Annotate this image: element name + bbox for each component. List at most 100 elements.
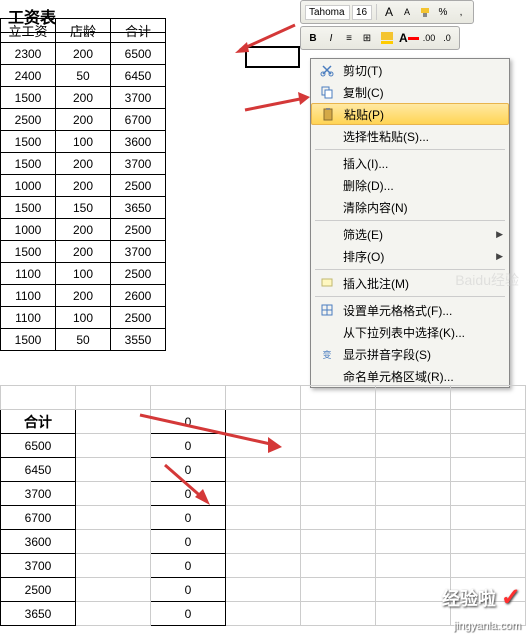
cell[interactable]: 200 bbox=[56, 153, 111, 175]
menu-clear[interactable]: 清除内容(N) bbox=[311, 196, 509, 218]
bold-icon[interactable]: B bbox=[305, 30, 321, 46]
comma-icon[interactable]: , bbox=[453, 4, 469, 20]
col-header-3: 合计 bbox=[111, 19, 166, 43]
result-cell[interactable]: 0 bbox=[151, 602, 226, 626]
menu-pinyin[interactable]: 变 显示拼音字段(S) bbox=[311, 343, 509, 365]
cell[interactable]: 3600 bbox=[111, 131, 166, 153]
italic-icon[interactable]: I bbox=[323, 30, 339, 46]
cell[interactable]: 200 bbox=[56, 219, 111, 241]
result-cell[interactable]: 6700 bbox=[1, 506, 76, 530]
blank-icon bbox=[317, 226, 337, 242]
result-cell[interactable]: 0 bbox=[151, 578, 226, 602]
blank-icon bbox=[317, 199, 337, 215]
cell[interactable]: 1500 bbox=[1, 329, 56, 351]
menu-separator bbox=[315, 149, 505, 150]
cell[interactable]: 2600 bbox=[111, 285, 166, 307]
cell[interactable]: 200 bbox=[56, 285, 111, 307]
cell[interactable]: 1500 bbox=[1, 241, 56, 263]
result-cell[interactable]: 2500 bbox=[1, 578, 76, 602]
cell[interactable]: 6700 bbox=[111, 109, 166, 131]
border-icon[interactable]: ⊞ bbox=[359, 30, 375, 46]
cell[interactable]: 2500 bbox=[111, 307, 166, 329]
result-cell[interactable]: 0 bbox=[151, 554, 226, 578]
percent-icon[interactable]: % bbox=[435, 4, 451, 20]
font-size-select[interactable]: 16 bbox=[352, 5, 372, 20]
cell[interactable]: 150 bbox=[56, 197, 111, 219]
blank-icon bbox=[317, 128, 337, 144]
result-cell[interactable]: 3650 bbox=[1, 602, 76, 626]
cell[interactable]: 50 bbox=[56, 329, 111, 351]
cell[interactable]: 100 bbox=[56, 307, 111, 329]
result-cell[interactable]: 0 bbox=[151, 530, 226, 554]
font-color-icon[interactable]: A bbox=[399, 30, 419, 46]
cell[interactable]: 2500 bbox=[111, 219, 166, 241]
align-icon[interactable]: ≡ bbox=[341, 30, 357, 46]
increase-decimal-icon[interactable]: .0 bbox=[439, 30, 455, 46]
annotation-arrow-4 bbox=[155, 455, 225, 515]
cell[interactable]: 2300 bbox=[1, 43, 56, 65]
cell[interactable]: 200 bbox=[56, 87, 111, 109]
cell[interactable]: 1000 bbox=[1, 219, 56, 241]
cell[interactable]: 1500 bbox=[1, 87, 56, 109]
cell[interactable]: 1100 bbox=[1, 263, 56, 285]
cell[interactable]: 50 bbox=[56, 65, 111, 87]
cut-icon bbox=[317, 62, 337, 78]
menu-name-range[interactable]: 命名单元格区域(R)... bbox=[311, 365, 509, 387]
cell[interactable]: 100 bbox=[56, 263, 111, 285]
cell[interactable]: 100 bbox=[56, 131, 111, 153]
menu-label: 设置单元格格式(F)... bbox=[343, 302, 503, 319]
cell[interactable]: 1000 bbox=[1, 175, 56, 197]
blank-icon bbox=[317, 324, 337, 340]
decrease-decimal-icon[interactable]: .00 bbox=[421, 30, 437, 46]
menu-paste-special[interactable]: 选择性粘贴(S)... bbox=[311, 125, 509, 147]
cell[interactable]: 6450 bbox=[111, 65, 166, 87]
cell[interactable]: 200 bbox=[56, 43, 111, 65]
col-header-2: 店龄 bbox=[56, 19, 111, 43]
menu-cut[interactable]: 剪切(T) bbox=[311, 59, 509, 81]
cell[interactable]: 3700 bbox=[111, 241, 166, 263]
menu-label: 命名单元格区域(R)... bbox=[343, 368, 503, 385]
cell[interactable]: 1500 bbox=[1, 197, 56, 219]
cell[interactable]: 2500 bbox=[111, 175, 166, 197]
cell[interactable]: 3650 bbox=[111, 197, 166, 219]
font-name-select[interactable]: Tahoma bbox=[305, 5, 350, 20]
menu-label: 排序(O) bbox=[343, 248, 496, 265]
menu-delete[interactable]: 删除(D)... bbox=[311, 174, 509, 196]
result-cell[interactable]: 3700 bbox=[1, 554, 76, 578]
menu-filter[interactable]: 筛选(E) ▶ bbox=[311, 223, 509, 245]
paste-icon bbox=[318, 106, 338, 122]
menu-insert[interactable]: 插入(I)... bbox=[311, 152, 509, 174]
cell[interactable]: 200 bbox=[56, 175, 111, 197]
cell[interactable]: 3700 bbox=[111, 87, 166, 109]
result-cell[interactable]: 3600 bbox=[1, 530, 76, 554]
menu-sort[interactable]: 排序(O) ▶ bbox=[311, 245, 509, 267]
cell[interactable]: 1100 bbox=[1, 307, 56, 329]
decrease-font-icon[interactable]: A bbox=[399, 4, 415, 20]
cell[interactable]: 1500 bbox=[1, 131, 56, 153]
cell[interactable]: 3550 bbox=[111, 329, 166, 351]
cell[interactable]: 2400 bbox=[1, 65, 56, 87]
menu-paste[interactable]: 粘贴(P) bbox=[311, 103, 509, 125]
result-cell[interactable]: 3700 bbox=[1, 482, 76, 506]
menu-label: 粘贴(P) bbox=[344, 106, 502, 123]
increase-font-icon[interactable]: A bbox=[381, 4, 397, 20]
fill-color-icon[interactable] bbox=[377, 30, 397, 46]
menu-label: 删除(D)... bbox=[343, 177, 503, 194]
cell[interactable]: 6500 bbox=[111, 43, 166, 65]
menu-label: 筛选(E) bbox=[343, 226, 496, 243]
cell[interactable]: 1100 bbox=[1, 285, 56, 307]
cell[interactable]: 2500 bbox=[1, 109, 56, 131]
cell[interactable]: 200 bbox=[56, 241, 111, 263]
menu-dropdown-select[interactable]: 从下拉列表中选择(K)... bbox=[311, 321, 509, 343]
menu-copy[interactable]: 复制(C) bbox=[311, 81, 509, 103]
cell[interactable]: 2500 bbox=[111, 263, 166, 285]
cell[interactable]: 1500 bbox=[1, 153, 56, 175]
menu-format-cells[interactable]: 设置单元格格式(F)... bbox=[311, 299, 509, 321]
menu-label: 复制(C) bbox=[343, 84, 503, 101]
cell[interactable]: 3700 bbox=[111, 153, 166, 175]
cell[interactable]: 200 bbox=[56, 109, 111, 131]
format-painter-icon[interactable] bbox=[417, 4, 433, 20]
result-cell[interactable]: 6450 bbox=[1, 458, 76, 482]
menu-label: 选择性粘贴(S)... bbox=[343, 128, 503, 145]
result-cell[interactable]: 6500 bbox=[1, 434, 76, 458]
